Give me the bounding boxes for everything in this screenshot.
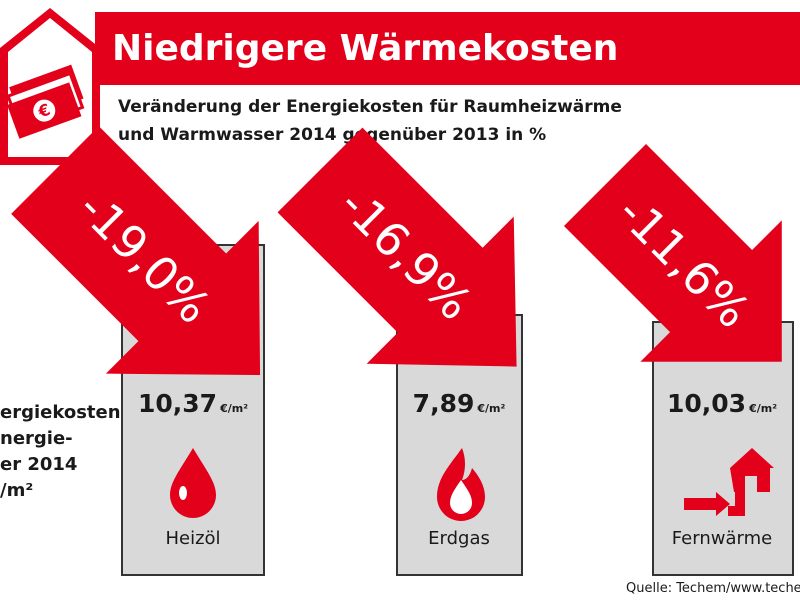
oil-icon <box>179 486 187 500</box>
heat-icon <box>684 448 774 516</box>
fuel-label: Heizöl <box>165 528 220 549</box>
cost-unit: €/m² <box>748 402 777 415</box>
cost-value: 10,37 <box>138 389 217 418</box>
side-note: /m² <box>0 480 33 501</box>
cost: 10,03 €/m² <box>667 389 777 418</box>
cost-unit: €/m² <box>476 402 505 415</box>
side-note: nergie- <box>0 428 73 449</box>
header-band <box>95 12 800 85</box>
house-icon: € <box>0 8 100 165</box>
subtitle: und Warmwasser 2014 gegenüber 2013 in % <box>118 125 546 145</box>
box <box>652 321 794 576</box>
side-note: ergiekosten <box>0 402 121 423</box>
side-note: er 2014 <box>0 454 77 475</box>
cost-value: 10,03 <box>667 389 746 418</box>
fuel-label: Erdgas <box>428 528 490 549</box>
source: Quelle: Techem/www.teche <box>626 581 800 596</box>
oil-icon <box>170 448 216 518</box>
cost: 10,37 €/m² <box>138 389 248 418</box>
gas-icon <box>450 480 472 514</box>
cost-value: 7,89 <box>413 389 475 418</box>
fuel-label: Fernwärme <box>672 528 772 549</box>
subtitle: Veränderung der Energiekosten für Raumhe… <box>118 97 622 117</box>
cost-unit: €/m² <box>219 402 248 415</box>
title: Niedrigere Wärmekosten <box>112 28 618 69</box>
cost: 7,89 €/m² <box>413 389 506 418</box>
